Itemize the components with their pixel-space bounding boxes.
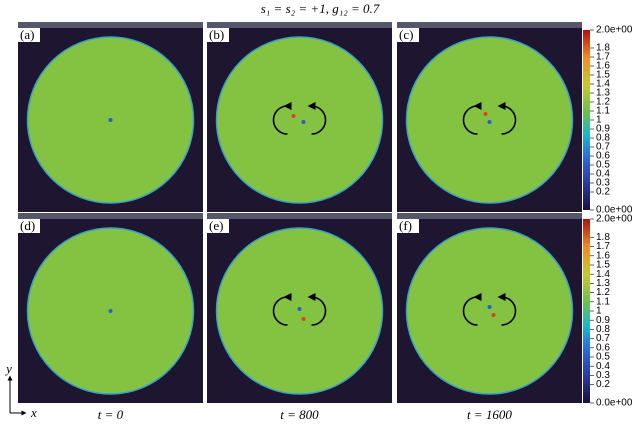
panel-header xyxy=(397,22,582,28)
rotation-arrow xyxy=(307,102,327,135)
vortex xyxy=(291,114,296,118)
panel-label: (d) xyxy=(20,218,35,233)
colorbar-tick-label: 0.6 xyxy=(596,151,610,162)
rotation-arrow xyxy=(462,101,482,135)
colorbar-tick-label: 1.1 xyxy=(596,106,610,117)
rotation-arrow xyxy=(272,292,292,326)
colorbar-tick-label: 0.4 xyxy=(596,361,610,372)
figure-title: s₁ = s₂ = +1, g₁₂ = 0.7 xyxy=(261,1,380,16)
label-box xyxy=(207,219,229,233)
rotation-arrow xyxy=(497,293,517,326)
vortex xyxy=(487,305,492,309)
vortex xyxy=(108,118,113,122)
colorbar-tick-label: 1.6 xyxy=(596,61,610,72)
colorbar-tick-label: 0.5 xyxy=(596,352,610,363)
panel-header xyxy=(18,22,203,28)
colorbar-tick-label: 0.9 xyxy=(596,315,610,326)
x-axis-label: x xyxy=(30,405,37,420)
panel-label: (a) xyxy=(20,27,34,42)
vortex xyxy=(301,120,306,124)
vortex xyxy=(487,120,492,124)
panel-header xyxy=(207,213,392,219)
vortex xyxy=(301,317,306,321)
panel-label: (b) xyxy=(209,27,224,42)
colorbar-tick-label: 0.5 xyxy=(596,160,610,171)
time-label: t = 0 xyxy=(98,407,124,422)
colorbar-tick-label: 0.6 xyxy=(596,342,610,353)
vortex xyxy=(483,112,488,116)
colorbar-tick-label: 0.8 xyxy=(596,324,610,335)
colorbar-tick-label: 0.3 xyxy=(596,370,610,381)
colorbar-tick-label: 2.0e+00 xyxy=(596,25,633,36)
rotation-arrow xyxy=(462,292,482,326)
colorbar xyxy=(583,219,590,403)
panel-label: (e) xyxy=(209,218,223,233)
colorbar-tick-label: 0.0e+00 xyxy=(596,398,633,409)
colorbar-tick-label: 1.6 xyxy=(596,250,610,261)
condensate xyxy=(215,36,384,204)
time-label: t = 800 xyxy=(280,407,319,422)
colorbar-tick-label: 1.7 xyxy=(596,241,610,252)
panel-label: (c) xyxy=(399,27,413,42)
colorbar-tick-label: 0.3 xyxy=(596,178,610,189)
label-box xyxy=(18,28,40,42)
colorbar-tick-label: 1.5 xyxy=(596,260,610,271)
y-axis-label: y xyxy=(4,361,12,376)
colorbar-tick-label: 0.7 xyxy=(596,142,610,153)
condensate xyxy=(405,227,574,395)
rotation-arrow xyxy=(307,293,327,326)
label-box xyxy=(207,28,229,42)
panel-label: (f) xyxy=(399,218,412,233)
colorbar-tick-label: 1 xyxy=(596,306,602,317)
colorbar-tick-label: 1.7 xyxy=(596,52,610,63)
colorbar-tick-label: 2.0e+00 xyxy=(596,214,633,225)
panel-header xyxy=(18,213,203,219)
colorbar-tick-label: 0.9 xyxy=(596,124,610,135)
vortex xyxy=(108,309,113,313)
rotation-arrow xyxy=(272,101,292,135)
vortex xyxy=(297,307,302,311)
colorbar-tick-label: 1.3 xyxy=(596,278,610,289)
colorbar-tick-label: 0.7 xyxy=(596,333,610,344)
colorbar-tick-label: 1.2 xyxy=(596,97,610,108)
panel-header xyxy=(207,22,392,28)
label-box xyxy=(397,28,419,42)
label-box xyxy=(18,219,40,233)
vortex xyxy=(491,313,496,317)
colorbar-tick-label: 1.5 xyxy=(596,70,610,81)
colorbar-tick-label: 0.2 xyxy=(596,187,610,198)
colorbar-tick-label: 0.4 xyxy=(596,169,610,180)
colorbar-tick-label: 1 xyxy=(596,115,602,126)
colorbar xyxy=(583,30,590,210)
colorbar-tick-label: 1.2 xyxy=(596,287,610,298)
rotation-arrow xyxy=(497,102,517,135)
colorbar-tick-label: 1.8 xyxy=(596,43,610,54)
colorbar-tick-label: 1.3 xyxy=(596,88,610,99)
colorbar-tick-label: 0.8 xyxy=(596,133,610,144)
colorbar-tick-label: 1.4 xyxy=(596,79,610,90)
colorbar-tick-label: 0.0e+00 xyxy=(596,205,633,216)
colorbar-tick-label: 0.2 xyxy=(596,379,610,390)
colorbar-tick-label: 1.4 xyxy=(596,269,610,280)
time-label: t = 1600 xyxy=(467,407,512,422)
panel-header xyxy=(397,213,582,219)
colorbar-tick-label: 1.8 xyxy=(596,232,610,243)
colorbar-tick-label: 1.1 xyxy=(596,296,610,307)
label-box xyxy=(397,219,419,233)
